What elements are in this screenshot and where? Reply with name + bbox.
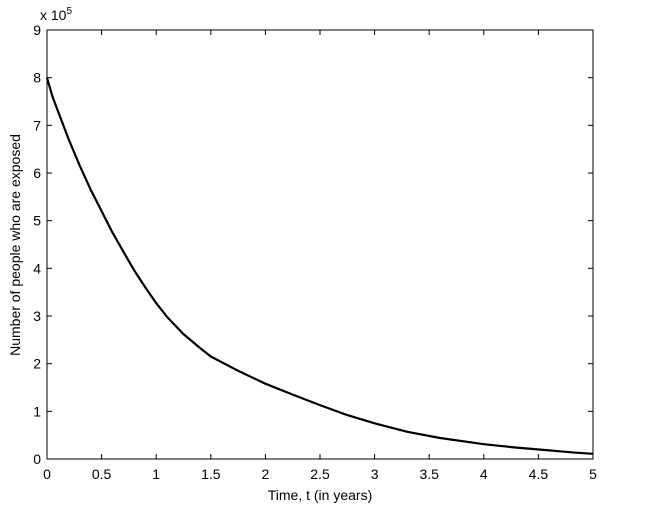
plot-area (46, 29, 594, 460)
x-tick-label: 5 (589, 466, 597, 482)
x-tick-label: 4.5 (529, 466, 549, 482)
y-tick-label: 9 (33, 22, 41, 38)
x-tick-label: 3 (371, 466, 379, 482)
exponent-power: 5 (66, 6, 72, 17)
x-tick-label: 3.5 (419, 466, 439, 482)
y-tick-label: 1 (33, 403, 41, 419)
x-tick-label: 4 (480, 466, 488, 482)
y-tick-label: 8 (33, 70, 41, 86)
y-axis-label: Number of people who are exposed (7, 134, 23, 356)
x-tick-labels: 0 0.5 1 1.5 2 2.5 3 3.5 4 4.5 5 (43, 466, 597, 482)
tick-marks (46, 29, 594, 460)
y-tick-label: 2 (33, 356, 41, 372)
y-tick-label: 4 (33, 260, 41, 276)
y-tick-label: 0 (33, 451, 41, 467)
series-line (45, 77, 594, 455)
y-tick-labels: 0 1 2 3 4 5 6 7 8 9 (33, 22, 41, 467)
y-tick-label: 7 (33, 117, 41, 133)
x-tick-label: 0 (43, 466, 51, 482)
x-axis-label: Time, t (in years) (268, 487, 373, 503)
x-tick-label: 1.5 (201, 466, 221, 482)
y-tick-label: 3 (33, 308, 41, 324)
exponent-label: x 105 (40, 6, 72, 23)
x-tick-label: 2.5 (310, 466, 330, 482)
x-tick-label: 0.5 (92, 466, 112, 482)
y-tick-label: 6 (33, 165, 41, 181)
exponent-prefix: x 10 (40, 7, 67, 23)
x-tick-label: 1 (152, 466, 160, 482)
y-tick-label: 5 (33, 213, 41, 229)
x-tick-label: 2 (262, 466, 270, 482)
